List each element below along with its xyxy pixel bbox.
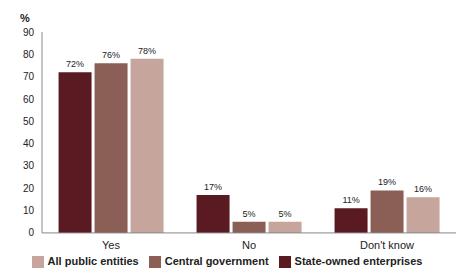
svg-text:Don't know: Don't know xyxy=(360,239,414,251)
svg-text:16%: 16% xyxy=(414,184,432,194)
svg-text:80: 80 xyxy=(23,49,35,60)
svg-text:0: 0 xyxy=(28,227,34,238)
svg-text:%: % xyxy=(20,12,30,24)
svg-text:40: 40 xyxy=(23,138,35,149)
svg-text:90: 90 xyxy=(23,27,35,38)
svg-text:76%: 76% xyxy=(102,50,120,60)
svg-text:70: 70 xyxy=(23,71,35,82)
svg-text:60: 60 xyxy=(23,94,35,105)
svg-text:No: No xyxy=(242,239,256,251)
svg-text:5%: 5% xyxy=(279,209,292,219)
svg-text:30: 30 xyxy=(23,160,35,171)
html-text:State-owned enterprises: State-owned enterprises xyxy=(294,254,423,267)
svg-text:10: 10 xyxy=(23,205,35,216)
svg-text:5%: 5% xyxy=(243,209,256,219)
svg-text:19%: 19% xyxy=(378,177,396,187)
svg-text:72%: 72% xyxy=(66,59,84,69)
html-text:All public entities: All public entities xyxy=(47,254,139,267)
svg-text:11%: 11% xyxy=(342,195,359,205)
svg-text:20: 20 xyxy=(23,183,35,194)
svg-text:17%: 17% xyxy=(204,182,222,192)
html-text:Central government: Central government xyxy=(164,254,269,267)
svg-text:Yes: Yes xyxy=(102,239,120,251)
svg-text:78%: 78% xyxy=(138,46,156,56)
svg-text:50: 50 xyxy=(23,116,35,127)
